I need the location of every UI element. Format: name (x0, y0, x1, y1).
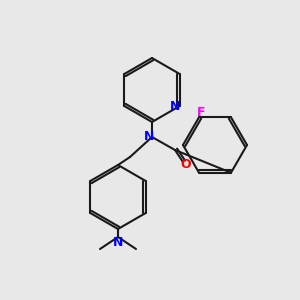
Text: O: O (181, 158, 191, 172)
Text: N: N (144, 130, 154, 142)
Text: N: N (169, 100, 180, 112)
Text: F: F (197, 106, 205, 119)
Text: N: N (113, 236, 123, 248)
